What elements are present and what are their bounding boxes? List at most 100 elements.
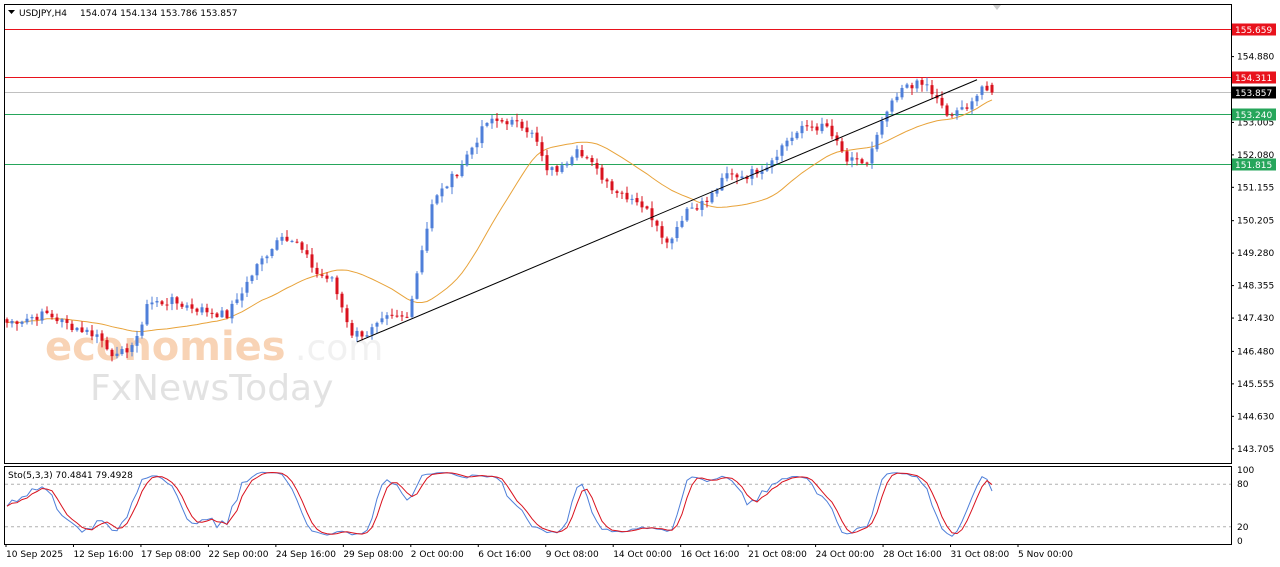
time-tick-label: 14 Oct 00:00 xyxy=(613,550,672,560)
candle xyxy=(675,221,679,242)
candle xyxy=(985,81,989,92)
candle xyxy=(710,190,714,204)
candle xyxy=(685,207,689,222)
candle xyxy=(15,320,19,331)
candle xyxy=(800,121,804,139)
time-tick-label: 24 Sep 16:00 xyxy=(276,550,336,560)
stochastic-main-line xyxy=(6,471,993,537)
candle xyxy=(805,119,809,131)
candle xyxy=(20,320,24,328)
candle xyxy=(250,274,254,284)
level-tag-label: 153.240 xyxy=(1235,111,1272,121)
price-tick-label: 144.630 xyxy=(1237,412,1274,422)
candle xyxy=(545,149,549,176)
candle xyxy=(95,329,99,344)
candle xyxy=(40,308,44,324)
watermark: economies .com FxNewsToday xyxy=(45,324,383,409)
time-tick-label: 24 Oct 00:00 xyxy=(816,550,875,560)
candle xyxy=(460,160,464,178)
time-tick-label: 22 Sep 00:00 xyxy=(208,550,268,560)
level-tag-0 xyxy=(1232,23,1276,36)
stochastic-panel[interactable]: 100 80 20 0 Sto(5,3,3) 70.4841 79.4928 xyxy=(4,466,1255,547)
price-panel[interactable]: 155.585154.880153.930153.005152.080151.1… xyxy=(4,4,1277,464)
candle xyxy=(345,304,349,328)
candle xyxy=(520,119,524,131)
candle xyxy=(645,205,649,210)
candle xyxy=(35,313,39,326)
candle xyxy=(625,186,629,203)
candle xyxy=(305,244,309,259)
candle xyxy=(280,233,284,245)
candle xyxy=(390,308,394,319)
stochastic-tick-label: 0 xyxy=(1237,537,1243,547)
time-tick-label: 31 Oct 08:00 xyxy=(951,550,1010,560)
time-tick-label: 2 Oct 00:00 xyxy=(411,550,464,560)
candle xyxy=(595,158,599,175)
candle xyxy=(285,230,289,243)
level-tag-label: 154.311 xyxy=(1235,74,1272,84)
candle xyxy=(210,308,214,319)
moving-average-line xyxy=(6,99,993,333)
candle xyxy=(905,82,909,89)
candle xyxy=(915,78,919,93)
candle xyxy=(485,122,489,128)
candle xyxy=(980,85,984,100)
candle xyxy=(795,131,799,140)
candle xyxy=(65,315,69,330)
candle xyxy=(115,346,119,359)
candle xyxy=(470,146,474,159)
candle xyxy=(360,330,364,341)
candle xyxy=(450,171,454,195)
candle xyxy=(195,307,199,316)
candle xyxy=(740,170,744,180)
candle xyxy=(870,141,874,169)
candle xyxy=(145,299,149,326)
price-tick-label: 151.155 xyxy=(1237,183,1274,193)
candle xyxy=(320,268,324,279)
candle xyxy=(135,330,139,353)
candle xyxy=(725,166,729,182)
candle xyxy=(30,314,34,325)
candle xyxy=(975,93,979,107)
level-tag-label: 153.857 xyxy=(1235,89,1272,99)
candle xyxy=(845,147,849,166)
candle xyxy=(395,309,399,318)
time-tick-label: 9 Oct 08:00 xyxy=(546,550,599,560)
candle xyxy=(785,137,789,151)
stochastic-tick-label: 80 xyxy=(1237,480,1249,490)
shift-marker-icon[interactable] xyxy=(993,5,1001,10)
horizontal-levels xyxy=(5,29,1231,165)
candle xyxy=(990,82,994,95)
trendline[interactable] xyxy=(356,79,978,343)
price-tick-label: 143.705 xyxy=(1237,445,1274,455)
candle xyxy=(510,116,514,127)
candle xyxy=(350,319,354,339)
candle xyxy=(565,161,569,168)
candle xyxy=(500,117,504,124)
candle xyxy=(965,103,969,112)
time-tick-label: 6 Oct 16:00 xyxy=(478,550,531,560)
candle xyxy=(400,311,404,321)
candle xyxy=(515,113,519,128)
candle xyxy=(50,309,54,320)
candle xyxy=(265,254,269,264)
candle xyxy=(930,79,934,100)
candle xyxy=(255,263,259,280)
stochastic-tick-label: 100 xyxy=(1237,466,1254,476)
candle xyxy=(570,155,574,167)
candle xyxy=(200,303,204,316)
candle xyxy=(75,326,79,332)
candle xyxy=(495,112,499,128)
candles xyxy=(5,77,994,362)
stochastic-panel-frame xyxy=(4,466,1232,545)
header-arrow-icon[interactable] xyxy=(8,10,15,14)
candle xyxy=(655,219,659,232)
candle xyxy=(90,325,94,341)
candle xyxy=(970,97,974,115)
candle xyxy=(555,164,559,176)
time-tick-label: 21 Oct 08:00 xyxy=(748,550,807,560)
symbol-header: USDJPY,H4 xyxy=(19,9,67,19)
candle xyxy=(430,199,434,232)
candle xyxy=(900,84,904,100)
